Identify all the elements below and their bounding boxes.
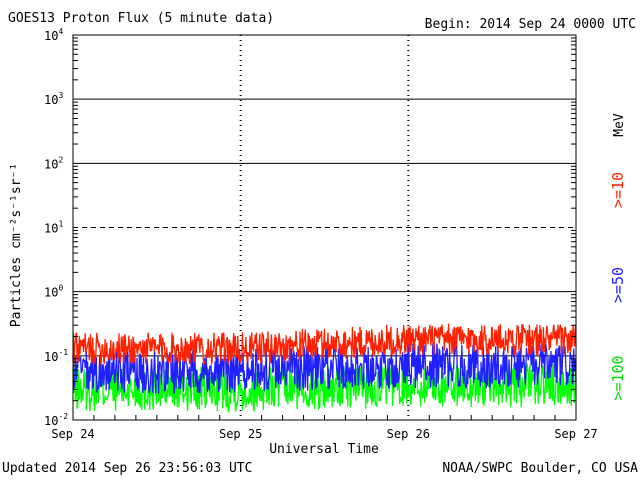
y-tick-label-2: 100 [44, 284, 63, 300]
y-tick-label-6: 104 [44, 27, 63, 43]
y-axis-label: Particles cm⁻²s⁻¹sr⁻¹ [9, 163, 24, 327]
legend-ge10: >=10 [609, 172, 627, 208]
begin-label: Begin: 2014 Sep 24 0000 UTC [425, 17, 636, 32]
x-tick-label-0: Sep 24 [51, 427, 94, 441]
source-label: NOAA/SWPC Boulder, CO USA [442, 461, 638, 476]
unit-label: MeV [612, 113, 627, 137]
plot-series [72, 323, 577, 414]
y-tick-label-3: 101 [44, 220, 63, 236]
legend-ge50: >=50 [609, 267, 627, 303]
x-axis-label: Universal Time [269, 442, 379, 457]
y-tick-label-1: 10-1 [44, 348, 68, 364]
series-line-0 [72, 323, 577, 365]
y-axis: 10-2 10-1 100 101 102 103 104 [44, 27, 576, 428]
series-line-1 [72, 343, 577, 394]
y-tick-label-5: 103 [44, 91, 63, 107]
x-tick-label-3: Sep 27 [554, 427, 597, 441]
plot-grid [73, 34, 576, 421]
chart-title: GOES13 Proton Flux (5 minute data) [8, 11, 274, 26]
x-tick-label-1: Sep 25 [219, 427, 262, 441]
legend-ge100: >=100 [609, 355, 627, 400]
y-tick-label-0: 10-2 [44, 412, 68, 428]
updated-label: Updated 2014 Sep 26 23:56:03 UTC [2, 461, 252, 476]
x-axis: Sep 24 Sep 25 Sep 26 Sep 27 [51, 415, 598, 441]
y-tick-label-4: 102 [44, 155, 63, 171]
x-tick-label-2: Sep 26 [387, 427, 430, 441]
